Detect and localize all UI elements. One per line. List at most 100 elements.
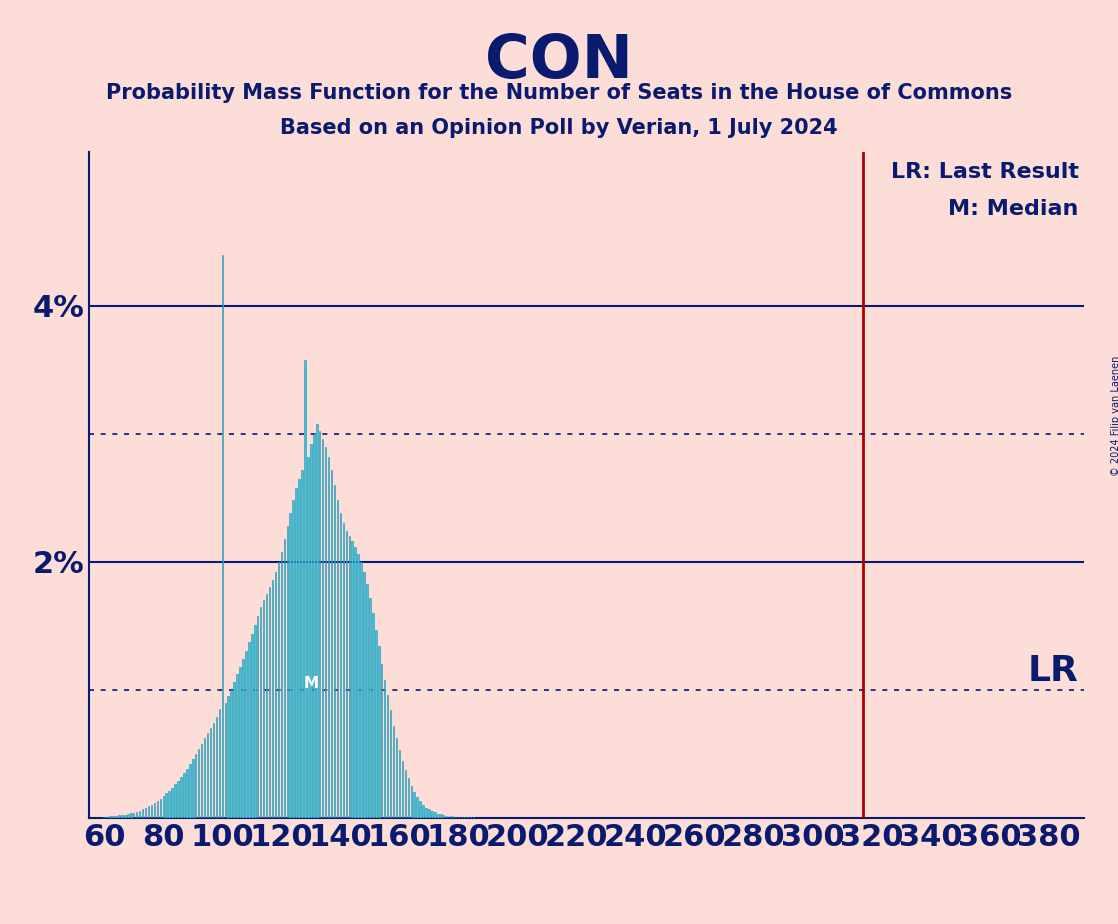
Bar: [310, 444, 312, 818]
Bar: [195, 754, 197, 818]
Bar: [263, 601, 264, 818]
Bar: [313, 434, 314, 818]
Bar: [376, 629, 377, 818]
Bar: [328, 457, 330, 818]
Bar: [162, 796, 164, 818]
Bar: [207, 734, 208, 818]
Bar: [153, 803, 155, 818]
Bar: [171, 788, 173, 818]
Bar: [428, 809, 429, 818]
Bar: [392, 725, 395, 818]
Text: LR: Last Result: LR: Last Result: [891, 163, 1079, 182]
Bar: [354, 546, 356, 818]
Bar: [405, 771, 406, 818]
Bar: [133, 812, 134, 818]
Bar: [121, 815, 123, 818]
Bar: [322, 439, 323, 818]
Text: LR: LR: [1027, 654, 1079, 688]
Bar: [268, 588, 271, 818]
Text: © 2024 Filip van Laenen: © 2024 Filip van Laenen: [1111, 356, 1118, 476]
Bar: [260, 607, 262, 818]
Bar: [349, 536, 350, 818]
Bar: [432, 811, 433, 818]
Bar: [225, 702, 226, 818]
Bar: [151, 805, 152, 818]
Bar: [203, 738, 206, 818]
Bar: [434, 812, 436, 818]
Bar: [174, 784, 176, 818]
Bar: [106, 817, 108, 818]
Bar: [136, 811, 138, 818]
Bar: [252, 634, 253, 818]
Bar: [230, 690, 231, 818]
Bar: [340, 513, 341, 818]
Bar: [331, 469, 332, 818]
Bar: [239, 667, 240, 818]
Bar: [290, 513, 291, 818]
Bar: [236, 675, 238, 818]
Bar: [390, 711, 391, 818]
Bar: [281, 552, 282, 818]
Bar: [351, 541, 353, 818]
Bar: [381, 664, 382, 818]
Bar: [275, 572, 276, 818]
Bar: [410, 785, 413, 818]
Bar: [425, 808, 427, 818]
Bar: [201, 744, 202, 818]
Bar: [254, 625, 256, 818]
Bar: [416, 797, 418, 818]
Bar: [169, 791, 170, 818]
Bar: [257, 615, 258, 818]
Bar: [399, 750, 400, 818]
Bar: [293, 501, 294, 818]
Bar: [127, 814, 129, 818]
Bar: [437, 813, 438, 818]
Bar: [110, 817, 111, 818]
Bar: [180, 777, 182, 818]
Bar: [219, 709, 220, 818]
Text: Probability Mass Function for the Number of Seats in the House of Commons: Probability Mass Function for the Number…: [106, 83, 1012, 103]
Bar: [345, 531, 347, 818]
Bar: [401, 761, 404, 818]
Bar: [145, 808, 146, 818]
Bar: [178, 781, 179, 818]
Bar: [286, 526, 288, 818]
Bar: [387, 695, 388, 818]
Bar: [234, 682, 235, 818]
Bar: [198, 748, 199, 818]
Bar: [189, 764, 190, 818]
Bar: [301, 469, 303, 818]
Text: M: Median: M: Median: [948, 199, 1079, 219]
Bar: [325, 446, 326, 818]
Bar: [186, 769, 188, 818]
Text: CON: CON: [485, 32, 633, 91]
Bar: [130, 813, 132, 818]
Bar: [272, 579, 273, 818]
Bar: [160, 798, 161, 818]
Bar: [443, 815, 445, 818]
Bar: [446, 816, 447, 818]
Bar: [248, 642, 249, 818]
Bar: [414, 792, 415, 818]
Bar: [319, 432, 321, 818]
Bar: [221, 255, 224, 818]
Bar: [139, 810, 141, 818]
Bar: [299, 479, 300, 818]
Bar: [449, 816, 451, 818]
Bar: [337, 501, 338, 818]
Bar: [245, 651, 247, 818]
Bar: [423, 805, 424, 818]
Bar: [266, 594, 267, 818]
Bar: [440, 814, 442, 818]
Bar: [183, 773, 184, 818]
Bar: [142, 809, 143, 818]
Bar: [304, 359, 305, 818]
Text: Based on an Opinion Poll by Verian, 1 July 2024: Based on an Opinion Poll by Verian, 1 Ju…: [281, 118, 837, 139]
Bar: [358, 554, 359, 818]
Bar: [284, 539, 285, 818]
Bar: [363, 572, 364, 818]
Bar: [342, 524, 344, 818]
Bar: [419, 801, 420, 818]
Bar: [243, 659, 244, 818]
Text: M: M: [303, 675, 319, 691]
